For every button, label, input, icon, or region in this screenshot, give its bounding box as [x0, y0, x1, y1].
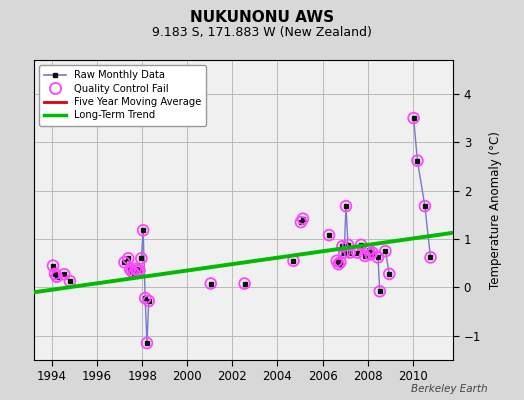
- Point: [376, 288, 384, 294]
- Point: [141, 295, 149, 301]
- Raw Monthly Data: [52, 272, 58, 276]
- Point: [299, 216, 307, 222]
- Point: [120, 259, 128, 266]
- Point: [333, 258, 341, 264]
- Raw Monthly Data: [50, 263, 56, 268]
- Text: 9.183 S, 171.883 W (New Zealand): 9.183 S, 171.883 W (New Zealand): [152, 26, 372, 39]
- Point: [346, 249, 354, 256]
- Text: Berkeley Earth: Berkeley Earth: [411, 384, 487, 394]
- Raw Monthly Data: [61, 272, 68, 277]
- Point: [366, 251, 375, 258]
- Legend: Raw Monthly Data, Quality Control Fail, Five Year Moving Average, Long-Term Tren: Raw Monthly Data, Quality Control Fail, …: [39, 65, 206, 126]
- Y-axis label: Temperature Anomaly (°C): Temperature Anomaly (°C): [489, 131, 503, 289]
- Point: [66, 278, 74, 284]
- Point: [289, 258, 298, 264]
- Point: [49, 262, 57, 269]
- Point: [357, 242, 365, 248]
- Point: [381, 248, 390, 254]
- Point: [145, 298, 153, 304]
- Point: [336, 259, 345, 266]
- Point: [128, 268, 136, 275]
- Point: [60, 271, 69, 278]
- Point: [427, 254, 435, 261]
- Point: [353, 249, 362, 256]
- Raw Monthly Data: [67, 279, 73, 284]
- Raw Monthly Data: [53, 274, 60, 279]
- Point: [340, 249, 348, 256]
- Point: [241, 280, 249, 287]
- Point: [124, 255, 133, 262]
- Point: [421, 203, 429, 209]
- Point: [344, 242, 352, 248]
- Point: [137, 255, 146, 262]
- Text: NUKUNONU AWS: NUKUNONU AWS: [190, 10, 334, 25]
- Point: [135, 267, 144, 274]
- Point: [133, 267, 141, 274]
- Point: [206, 280, 215, 287]
- Point: [126, 266, 134, 272]
- Point: [338, 243, 346, 250]
- Point: [342, 203, 350, 209]
- Point: [143, 340, 151, 346]
- Point: [374, 254, 382, 261]
- Line: Raw Monthly Data: Raw Monthly Data: [53, 266, 70, 281]
- Point: [334, 261, 343, 267]
- Point: [139, 227, 147, 234]
- Point: [132, 266, 140, 272]
- Point: [130, 270, 138, 276]
- Point: [385, 271, 394, 277]
- Point: [361, 253, 369, 259]
- Point: [297, 219, 305, 225]
- Point: [409, 115, 418, 121]
- Point: [51, 271, 59, 277]
- Point: [52, 274, 61, 280]
- Point: [325, 232, 333, 238]
- Point: [364, 246, 373, 253]
- Point: [413, 158, 422, 164]
- Point: [368, 249, 377, 256]
